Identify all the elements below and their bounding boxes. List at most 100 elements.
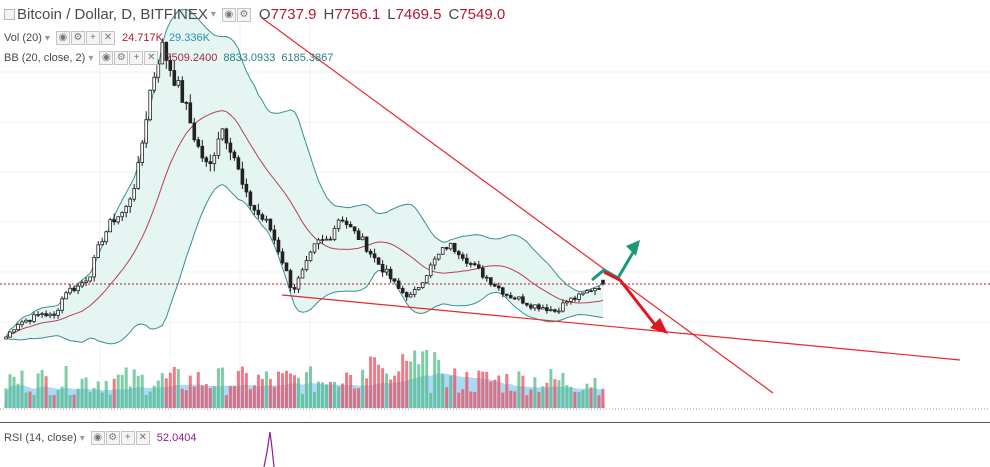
candle-body: [565, 301, 569, 304]
candle-body: [124, 206, 129, 214]
add-icon[interactable]: +: [85, 31, 100, 45]
rsi-value: 52.0404: [156, 432, 197, 444]
ohlc-low-value: 7469.5: [395, 6, 442, 23]
symbol-title[interactable]: Bitcoin / Dollar, D, BITFINEX: [17, 6, 208, 23]
settings-icon[interactable]: ⚙: [236, 7, 251, 22]
volume-bar: [401, 354, 405, 408]
candle-body: [224, 128, 229, 144]
volume-bar: [301, 394, 304, 408]
volume-bar: [204, 384, 208, 408]
volume-bar: [120, 375, 124, 408]
candle-body: [476, 264, 481, 269]
vol-label[interactable]: Vol (20): [4, 32, 42, 44]
candle-body: [232, 151, 237, 159]
candle-body: [76, 285, 80, 292]
candle-body: [148, 89, 153, 121]
drawing-annotations[interactable]: [0, 17, 990, 394]
volume-bar: [341, 383, 345, 408]
candle-body: [537, 304, 541, 310]
volume-bar: [100, 392, 104, 408]
close-icon[interactable]: ✕: [100, 31, 115, 45]
volume-bar: [493, 379, 497, 408]
candle-body: [288, 270, 293, 288]
candle-body: [84, 280, 88, 284]
bb-label[interactable]: BB (20, close, 2): [4, 52, 86, 64]
rsi-label[interactable]: RSI (14, close): [4, 432, 77, 444]
chevron-down-icon[interactable]: ▾: [210, 9, 216, 20]
settings-icon[interactable]: ⚙: [70, 31, 85, 45]
volume-bar: [20, 370, 24, 408]
volume-bar: [429, 392, 433, 408]
add-icon[interactable]: +: [120, 431, 135, 445]
volume-bar: [581, 390, 585, 408]
volume-bar: [172, 366, 176, 408]
volume-bar: [381, 368, 385, 408]
volume-bar: [68, 395, 72, 408]
volume-bar: [196, 372, 200, 408]
settings-icon[interactable]: ⚙: [105, 431, 120, 445]
settings-icon[interactable]: ⚙: [114, 51, 129, 65]
chevron-down-icon[interactable]: ▾: [44, 32, 50, 44]
volume-bar: [489, 381, 493, 408]
candle-body: [432, 258, 437, 266]
candle-body: [412, 289, 417, 295]
eye-icon[interactable]: ◉: [55, 31, 70, 45]
candle-body: [344, 220, 349, 225]
support-line: [281, 294, 961, 361]
candle-body: [280, 251, 285, 264]
volume-bar: [88, 391, 92, 408]
candle-body: [300, 269, 305, 279]
candle-body: [468, 263, 473, 265]
volume-bar: [260, 379, 264, 408]
volume-bar: [200, 385, 204, 408]
volume-bar: [180, 388, 184, 408]
candle-body: [408, 293, 413, 298]
volume-bar: [313, 392, 316, 408]
volume-bar: [293, 375, 296, 408]
candle-body: [132, 188, 137, 200]
eye-icon[interactable]: ◉: [99, 51, 114, 65]
candle-body: [16, 323, 20, 331]
volume-bar: [477, 370, 481, 408]
candle-body: [4, 336, 8, 340]
candle-body: [549, 309, 553, 312]
eye-icon[interactable]: ◉: [90, 431, 105, 445]
candle-body: [372, 253, 377, 259]
candle-body: [64, 292, 68, 300]
candle-body: [569, 297, 573, 302]
close-icon[interactable]: ✕: [144, 51, 159, 65]
volume-bar: [268, 378, 272, 408]
candle-body: [376, 257, 381, 265]
candle-body: [8, 331, 12, 338]
volume-bar: [349, 375, 353, 408]
volume-bar: [409, 361, 413, 408]
volume-bar: [497, 375, 501, 408]
add-icon[interactable]: +: [129, 51, 144, 65]
volume-bar: [4, 388, 8, 408]
volume-bar: [12, 376, 16, 408]
candle-body: [597, 287, 601, 290]
eye-icon[interactable]: ◉: [221, 7, 236, 22]
rsi-pane-separator[interactable]: [0, 422, 990, 423]
symbol-color-icon: [4, 9, 15, 20]
volume-bar: [573, 391, 577, 408]
chevron-down-icon[interactable]: ▾: [79, 432, 85, 444]
chevron-down-icon[interactable]: ▾: [88, 52, 94, 64]
volume-bar: [192, 386, 196, 408]
volume-bar: [421, 351, 425, 408]
volume-bar: [84, 377, 88, 408]
volume-bar: [144, 395, 148, 408]
candle-body: [208, 161, 213, 164]
volume-bar: [453, 368, 457, 408]
bb-basis-line: [5, 110, 604, 338]
candle-body: [160, 41, 165, 65]
volume-bar: [124, 367, 128, 408]
close-icon[interactable]: ✕: [135, 431, 150, 445]
volume-bar: [132, 369, 136, 408]
volume-bar: [216, 368, 220, 408]
volume-bar: [529, 389, 533, 408]
volume-bar: [52, 394, 56, 408]
volume-bar: [333, 381, 336, 408]
volume-bar: [164, 378, 168, 408]
